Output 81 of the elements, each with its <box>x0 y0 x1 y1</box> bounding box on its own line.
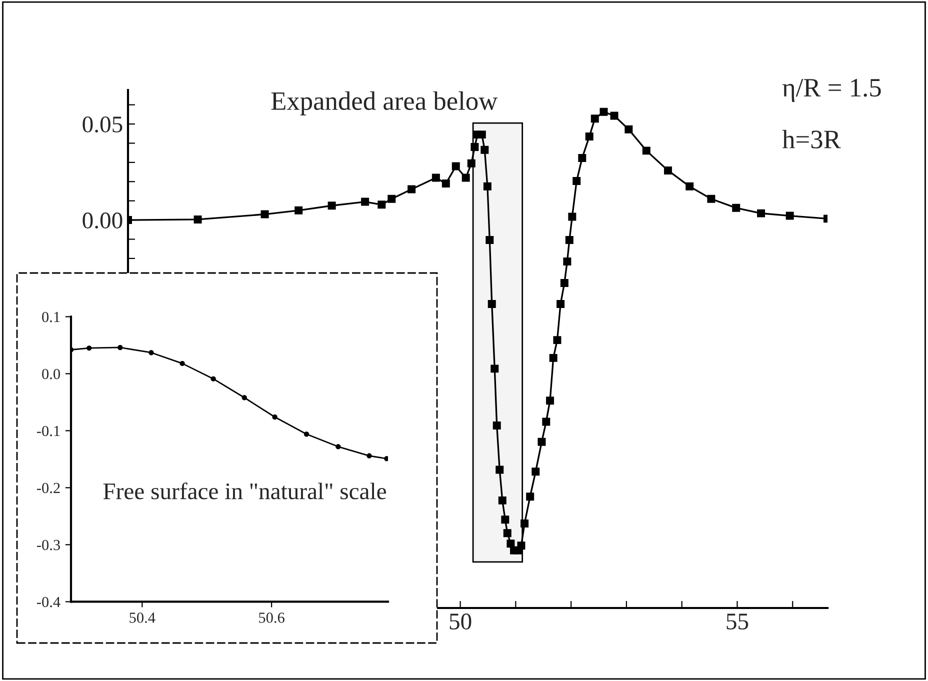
x-tick-label: 55 <box>726 614 748 630</box>
point <box>498 496 506 504</box>
point <box>294 206 303 214</box>
point <box>585 132 594 140</box>
point <box>517 542 526 550</box>
point <box>408 185 416 194</box>
point <box>506 540 515 548</box>
point <box>486 236 494 244</box>
point <box>361 198 370 206</box>
point <box>546 396 554 405</box>
point <box>568 212 576 221</box>
point <box>478 130 486 139</box>
band-label: Expanded area below <box>271 91 498 116</box>
point <box>180 360 185 366</box>
point <box>210 376 216 382</box>
point <box>272 414 278 420</box>
point <box>503 529 512 538</box>
point <box>600 108 608 116</box>
point <box>480 146 489 154</box>
y-tick-label: -0.4 <box>36 596 60 608</box>
y-tick-label: 0.1 <box>42 312 60 322</box>
point <box>538 438 546 446</box>
x-tick-label: 50.6 <box>259 612 284 623</box>
point <box>148 350 154 356</box>
point <box>336 444 341 450</box>
point <box>366 453 372 458</box>
point <box>624 125 633 134</box>
y-tick-label: -0.3 <box>36 540 60 550</box>
point <box>542 418 550 426</box>
y-tick-label: -0.1 <box>36 426 60 436</box>
point <box>664 166 672 174</box>
point <box>532 468 540 476</box>
point <box>452 162 460 170</box>
point <box>549 354 558 362</box>
y-tick-label: 0.0 <box>42 368 60 380</box>
point <box>488 300 496 308</box>
point <box>467 159 476 168</box>
point <box>492 422 501 430</box>
point <box>496 466 504 474</box>
point <box>384 456 388 462</box>
point <box>490 364 499 373</box>
point <box>642 146 650 155</box>
point <box>565 236 574 244</box>
point <box>563 258 572 266</box>
point <box>553 336 562 344</box>
point <box>786 212 794 220</box>
x-tick-label: 50 <box>450 614 472 630</box>
x-tick-label: 50.4 <box>130 612 156 623</box>
point <box>470 143 479 152</box>
point <box>432 174 440 182</box>
y-tick-label: 0.05 <box>82 116 122 133</box>
point <box>483 182 492 190</box>
point <box>757 209 766 218</box>
point <box>610 112 618 120</box>
point <box>572 177 581 186</box>
point <box>328 202 336 210</box>
point <box>194 215 202 224</box>
point <box>388 194 396 203</box>
y-tick-label: 0.00 <box>82 212 122 229</box>
point <box>578 154 586 162</box>
y-tick-label: -0.2 <box>36 482 60 494</box>
point <box>242 395 247 400</box>
annotation: h=3R <box>782 130 841 148</box>
point <box>526 492 534 501</box>
point <box>462 174 470 182</box>
point <box>501 516 510 524</box>
point <box>556 300 565 308</box>
point <box>686 182 694 190</box>
point <box>442 180 450 188</box>
point <box>707 194 716 203</box>
point <box>304 432 310 437</box>
point <box>590 114 599 123</box>
point <box>560 279 568 288</box>
point <box>520 520 529 528</box>
point <box>86 345 92 351</box>
annotation: η/R = 1.5 <box>782 78 881 102</box>
point <box>732 204 740 212</box>
point <box>378 200 386 209</box>
annotation: Free surface in "natural" scale <box>103 482 386 500</box>
point <box>118 344 123 350</box>
point <box>260 210 269 218</box>
